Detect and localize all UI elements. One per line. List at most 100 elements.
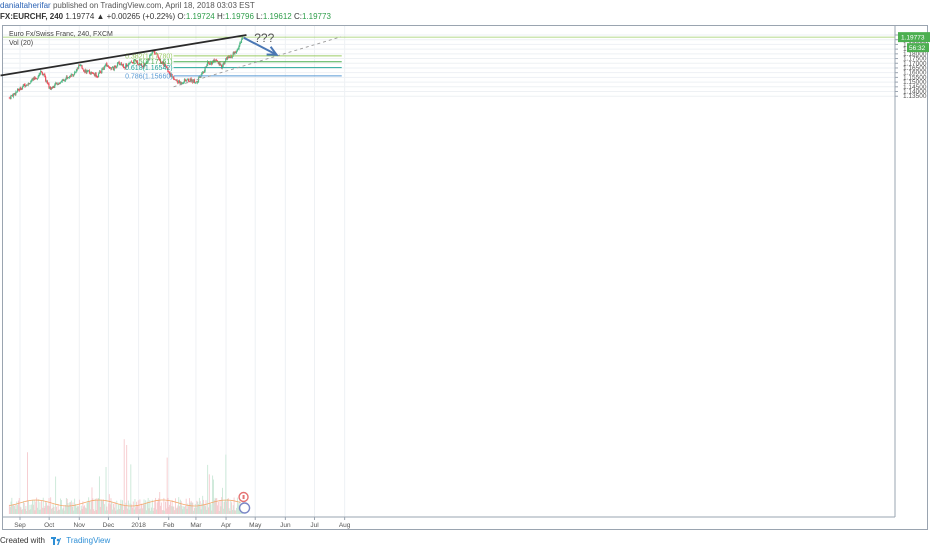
candle-body [12, 95, 14, 97]
volume-bar [177, 505, 179, 514]
volume-bar [203, 499, 204, 514]
candle-body [29, 83, 31, 84]
candle-body [79, 65, 81, 66]
volume-bar [36, 497, 38, 514]
published-text: published on TradingView.com, April 18, … [52, 1, 255, 10]
candle-body [174, 79, 176, 81]
candle-body [73, 74, 75, 77]
author-link[interactable]: danialtaherifar [0, 1, 51, 10]
candle-body [124, 67, 126, 69]
candle-body [41, 72, 43, 75]
candle-body [43, 74, 45, 76]
volume-bar [70, 502, 71, 514]
candle-body [81, 65, 83, 69]
x-axis-label: Mar [190, 522, 202, 529]
volume-bar [169, 504, 171, 514]
price-chart[interactable]: SepOctNovDec2018FebMarAprMayJunJulAug1.2… [0, 0, 932, 531]
candle-body [164, 64, 166, 67]
volume-bar [132, 507, 133, 514]
candle-body [130, 61, 132, 63]
candle-body [69, 75, 71, 78]
volume-bar [31, 504, 33, 514]
volume-bar [76, 505, 78, 514]
candle-body [221, 65, 224, 68]
candle-body [165, 65, 167, 67]
volume-bar [22, 509, 24, 514]
volume-bar [133, 509, 135, 514]
volume-bar [73, 510, 75, 514]
countdown-tag [907, 43, 929, 53]
candle-body [196, 81, 198, 83]
volume-bar [89, 509, 91, 514]
volume-bar [46, 505, 48, 514]
volume-bar [102, 501, 104, 514]
volume-bar [97, 500, 99, 514]
y-axis-label: 1.15500 [903, 74, 927, 81]
tradingview-link[interactable]: TradingView [66, 536, 111, 545]
candle-body [161, 62, 163, 65]
volume-bar [112, 509, 114, 514]
volume-bar [201, 503, 203, 514]
volume-bar [62, 508, 64, 514]
event-marker-icon [238, 502, 251, 514]
candle-body [158, 57, 160, 60]
candle-body [235, 51, 237, 53]
volume-bar [187, 503, 189, 514]
volume-bar [151, 499, 153, 514]
candle-body [59, 82, 62, 84]
candle-body [50, 86, 52, 90]
volume-bar [165, 501, 166, 514]
volume-bar [222, 508, 224, 514]
legend-volume: Vol (20) [9, 40, 34, 47]
candle-body [21, 89, 23, 90]
volume-bar [44, 506, 46, 514]
candle-body [189, 78, 191, 82]
candle-body [122, 63, 124, 67]
x-axis-label: 2018 [131, 522, 146, 529]
volume-bar [22, 501, 24, 514]
volume-bar [148, 508, 150, 514]
candle-body [85, 70, 87, 74]
volume-bar [48, 498, 50, 514]
candle-body [88, 70, 91, 74]
volume-bar [156, 502, 158, 514]
candle-body [173, 76, 175, 80]
candle-body [20, 87, 22, 90]
volume-bar [163, 497, 165, 514]
candle-body [193, 79, 195, 83]
candle-body [16, 88, 19, 92]
volume-bar [164, 510, 166, 514]
x-axis-label: Dec [103, 522, 115, 529]
volume-bar [238, 505, 240, 514]
volume-bar [236, 497, 238, 514]
volume-bar [172, 506, 174, 514]
candle-body [67, 77, 69, 79]
candle-body [86, 70, 88, 73]
volume-bar [18, 498, 20, 514]
volume-bar [205, 500, 207, 514]
y-axis-label: 1.17000 [903, 60, 927, 67]
candle-body [221, 64, 223, 69]
candle-body [106, 63, 108, 67]
candle-body [42, 74, 44, 76]
volume-bar [32, 499, 33, 514]
volume-bar [30, 509, 32, 514]
candle-body [183, 79, 186, 83]
candle-body [69, 75, 72, 77]
symbol-info-bar: FX:EURCHF, 240 1.19774 ▲ +0.00265 (+0.22… [0, 11, 932, 23]
candle-body [51, 87, 53, 89]
candle-body [235, 50, 238, 54]
y-axis-label: 1.16500 [903, 65, 927, 72]
volume-bar [215, 498, 217, 514]
volume-bar [96, 498, 98, 514]
volume-bar [105, 467, 107, 514]
candle-body [90, 71, 92, 75]
volume-bar [174, 498, 176, 514]
tradingview-logo-icon [51, 536, 62, 545]
volume-bar [235, 510, 237, 514]
volume-bar [184, 505, 186, 514]
volume-bar [27, 500, 29, 514]
volume-bar [28, 509, 30, 514]
candle-body [145, 61, 148, 64]
chart-frame[interactable] [2, 25, 928, 530]
